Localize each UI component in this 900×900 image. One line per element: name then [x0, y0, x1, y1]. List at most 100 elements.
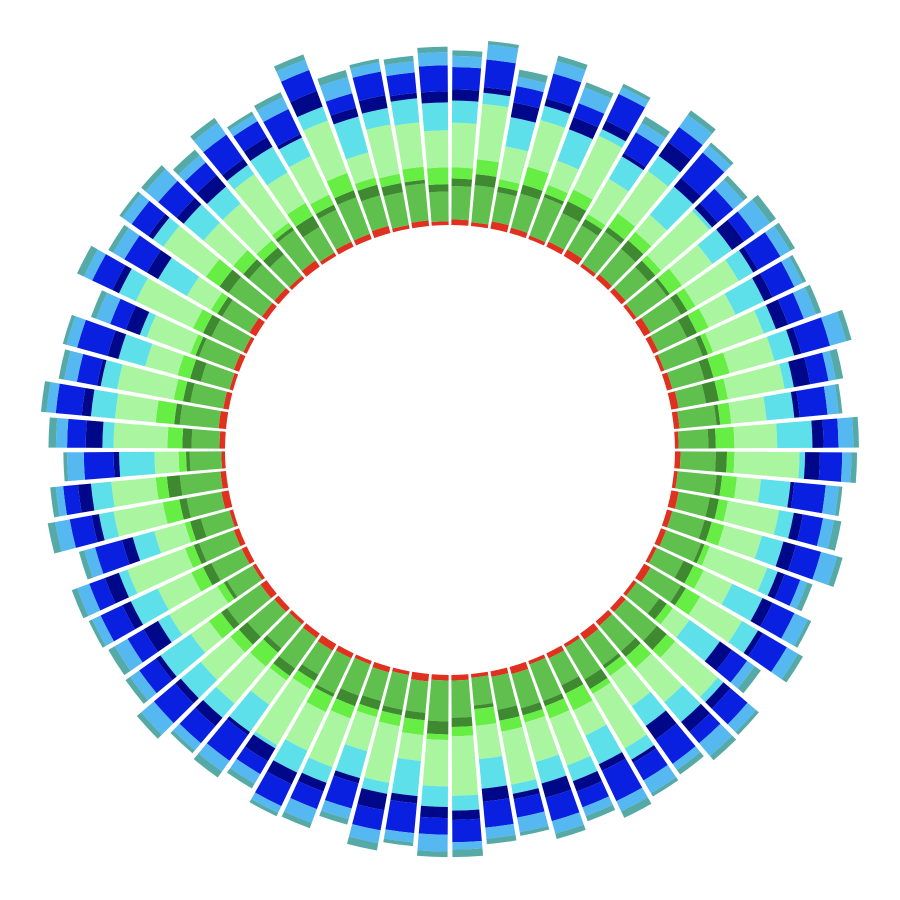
bar-segment — [696, 544, 710, 566]
bar-segment — [544, 98, 573, 114]
bar-segment — [677, 314, 698, 338]
bar-segment — [228, 276, 273, 317]
bar-segment — [210, 292, 229, 314]
bar-segment — [219, 431, 226, 449]
bar-segment — [723, 363, 785, 400]
bar-segment — [386, 72, 417, 97]
bar-segment — [754, 535, 784, 567]
bar-segment — [119, 268, 148, 302]
bar-segment — [389, 92, 418, 102]
bar-segment — [519, 825, 550, 836]
bar-segment — [481, 785, 510, 802]
bar-segment — [317, 635, 337, 651]
bar-segment — [777, 292, 804, 325]
bar-segment — [426, 720, 449, 735]
bar-segment — [585, 804, 616, 822]
bar-segment — [335, 241, 354, 255]
bar-segment — [135, 277, 203, 329]
bar-segment — [599, 248, 636, 286]
bar-segment — [563, 249, 583, 265]
bar-segment — [179, 707, 216, 744]
bar-segment — [167, 427, 184, 449]
bar-segment — [319, 252, 337, 265]
bar-segment — [478, 756, 508, 789]
bar-segment — [272, 222, 292, 240]
bar-segment — [97, 359, 107, 387]
bar-segment — [608, 156, 644, 192]
bar-segment — [401, 717, 425, 736]
bar-segment — [715, 426, 735, 449]
bar-segment — [180, 661, 218, 699]
bar-segment — [553, 60, 586, 83]
bar-segment — [153, 683, 194, 724]
bar-segment — [837, 417, 854, 448]
bar-segment — [546, 241, 565, 255]
bar-segment — [794, 619, 812, 648]
bar-segment — [660, 608, 690, 638]
bar-segment — [748, 633, 787, 672]
bar-segment — [599, 614, 636, 652]
bar-segment — [631, 691, 666, 726]
bar-segment — [221, 451, 226, 469]
bar-segment — [490, 667, 509, 677]
bar-segment — [743, 630, 763, 657]
bar-segment — [767, 571, 785, 599]
bar-segment — [451, 726, 474, 737]
bar-segment — [781, 613, 808, 646]
bar-segment — [727, 702, 757, 733]
bar-segment — [798, 452, 806, 479]
bar-segment — [641, 255, 662, 276]
bar-segment — [698, 519, 712, 542]
bar-segment — [509, 661, 529, 675]
bar-segment — [695, 335, 709, 357]
bar-segment — [229, 690, 270, 733]
bar-segment — [654, 277, 670, 297]
bar-segment — [788, 357, 811, 388]
bar-segment — [267, 612, 302, 649]
bar-segment — [190, 117, 218, 141]
bar-segment — [366, 124, 400, 179]
bar-segment — [822, 350, 836, 381]
bar-segment — [681, 703, 711, 732]
bar-segment — [664, 685, 701, 723]
bar-segment — [337, 197, 370, 241]
bar-segment — [218, 411, 229, 430]
bar-segment — [470, 222, 489, 229]
bar-segment — [372, 661, 391, 673]
bar-segment — [193, 122, 227, 153]
bar-segment — [645, 335, 659, 354]
bar-segment — [67, 418, 87, 448]
bar-segment — [562, 201, 587, 223]
bar-segment — [177, 354, 197, 379]
bar-segment — [417, 833, 448, 852]
bar-segment — [71, 588, 89, 619]
bar-segment — [822, 418, 839, 448]
bar-segment — [717, 402, 732, 425]
bar-segment — [390, 98, 420, 126]
bar-segment — [385, 800, 417, 834]
bar-segment — [584, 82, 614, 99]
bar-segment — [721, 583, 763, 622]
bar-segment — [420, 805, 448, 819]
bar-segment — [452, 818, 482, 843]
bar-segment — [719, 475, 737, 499]
bar-segment — [674, 384, 707, 409]
bar-segment — [524, 716, 559, 762]
bar-segment — [812, 551, 838, 586]
bar-segment — [364, 721, 400, 783]
bar-segment — [451, 679, 472, 718]
bar-segment — [737, 666, 761, 694]
bar-segment — [528, 235, 546, 246]
bar-segment — [349, 58, 380, 69]
bar-segment — [474, 706, 497, 726]
bar-segment — [645, 710, 677, 740]
bar-segment — [728, 396, 767, 424]
bar-segment — [676, 751, 704, 775]
bar-segment — [178, 451, 187, 473]
bar-segment — [765, 299, 789, 330]
bar-segment — [429, 191, 449, 223]
bar-segment — [381, 182, 403, 197]
bar-segment — [527, 120, 566, 174]
bar-segment — [452, 794, 480, 811]
